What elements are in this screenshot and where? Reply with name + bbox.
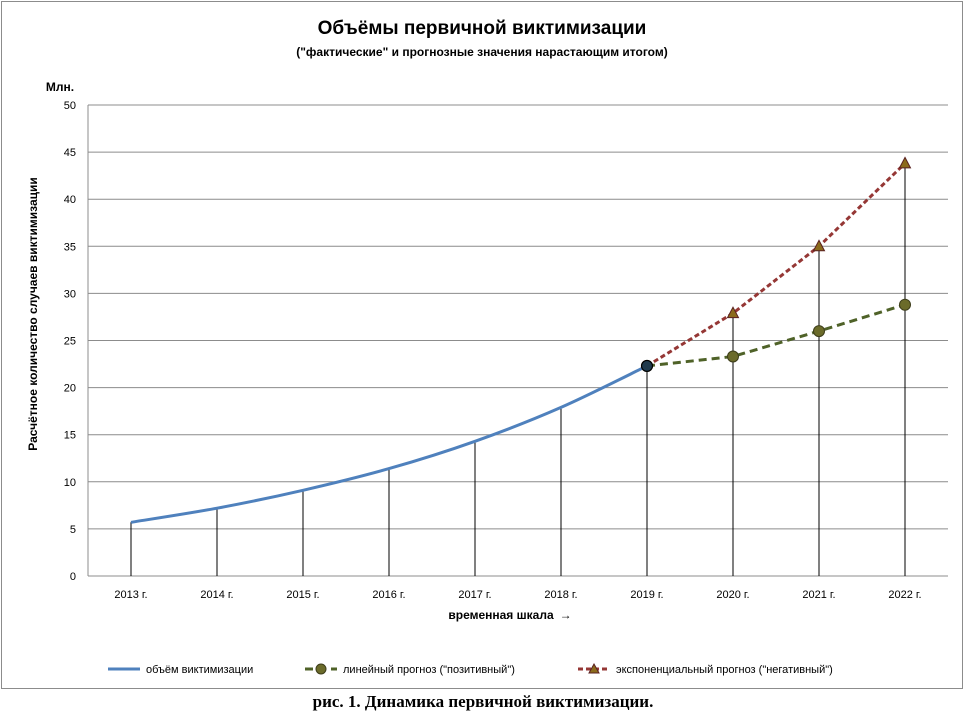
series-lines: [130, 162, 907, 524]
y-tick-label-45: 45: [64, 147, 76, 159]
drop-lines: [130, 163, 906, 576]
point-s2-9: [898, 156, 912, 169]
y-tick-label-5: 5: [70, 524, 76, 536]
series-markers: [640, 156, 912, 373]
x-tick-label-3: 2016 г.: [372, 589, 405, 601]
series-line-2: [646, 162, 907, 368]
point-s2-8: [812, 239, 826, 252]
point-s1-7: [727, 350, 739, 363]
x-tick-labels: 2013 г. 2014 г. 2015 г. 2016 г. 2017 г. 2018 …: [114, 589, 921, 601]
y-tick-label-30: 30: [64, 288, 76, 300]
point-s2-7: [726, 306, 740, 319]
x-tick-label-2: 2015 г.: [286, 589, 319, 601]
y-tick-label-25: 25: [64, 336, 76, 348]
x-axis-label: временная шкала →: [448, 608, 571, 622]
y-tick-label-35: 35: [64, 241, 76, 253]
x-tick-label-4: 2017 г.: [458, 589, 491, 601]
point-s1-8: [813, 325, 825, 338]
x-axis-label-text: временная шкала: [448, 608, 554, 622]
y-axis-label: Расчётное количество случаев виктимизаци…: [26, 177, 40, 451]
gridlines: [87, 104, 948, 577]
legend-label-2: экспоненциальный прогноз ("негативный"): [616, 664, 833, 676]
x-tick-label-9: 2022 г.: [888, 589, 921, 601]
series-line-0: [130, 364, 648, 524]
x-tick-label-7: 2020 г.: [716, 589, 749, 601]
y-tick-label-15: 15: [64, 430, 76, 442]
x-tick-label-0: 2013 г.: [114, 589, 147, 601]
legend-marker-1: [315, 663, 327, 675]
series-line-1: [646, 303, 906, 368]
x-tick-label-1: 2014 г.: [200, 589, 233, 601]
y-unit-label: Млн.: [46, 80, 74, 94]
legend-marker-2: [588, 662, 600, 674]
chart-svg: Объёмы первичной виктимизации ("фактичес…: [26, 18, 948, 676]
x-tick-label-8: 2021 г.: [802, 589, 835, 601]
y-tick-label-40: 40: [64, 194, 76, 206]
y-tick-label-50: 50: [64, 100, 76, 112]
figure-caption: рис. 1. Динамика первичной виктимизации.: [312, 692, 654, 711]
legend-label-0: объём виктимизации: [146, 664, 253, 676]
y-tick-labels: 0 5 10 15 20 25 30 35 40 45 50: [64, 100, 76, 583]
y-tick-label-10: 10: [64, 477, 76, 489]
chart-subtitle: ("фактические" и прогнозные значения нар…: [296, 45, 667, 59]
x-tick-label-5: 2018 г.: [544, 589, 577, 601]
x-tick-label-6: 2019 г.: [630, 589, 663, 601]
chart-frame: [1, 1, 963, 689]
y-tick-label-20: 20: [64, 383, 76, 395]
point-s1-9: [899, 298, 911, 311]
y-tick-label-0: 0: [70, 571, 76, 583]
x-axis-arrow: →: [560, 608, 572, 622]
legend-label-1: линейный прогноз ("позитивный"): [343, 664, 515, 676]
legend: объём виктимизации линейный прогноз ("поз…: [108, 662, 833, 676]
chart-title: Объёмы первичной виктимизации: [318, 18, 647, 39]
junction-point-2019: [640, 359, 654, 373]
